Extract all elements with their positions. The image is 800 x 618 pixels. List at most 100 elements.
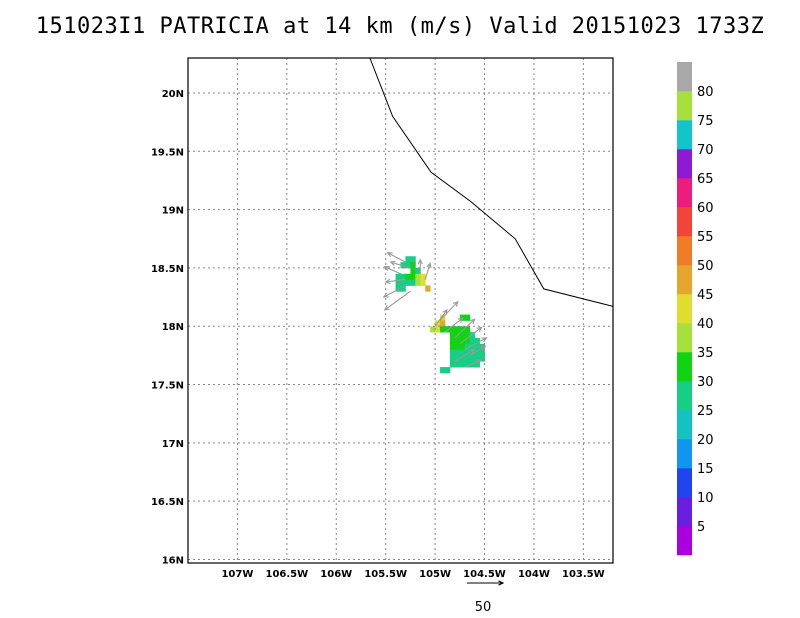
wind-vector [389, 260, 411, 269]
wind-speed-cell [459, 343, 466, 350]
colorbar-swatch [677, 207, 692, 237]
color-bar: 5 10 15 20 25 30 35 40 45 50 55 60 65 70 75 80 [677, 62, 714, 556]
wind-speed-cell [415, 273, 421, 280]
latitude-label: 20N [162, 89, 184, 100]
wind-speed-cell [400, 285, 406, 292]
colorbar-swatch [677, 352, 692, 382]
colorbar-swatch [677, 236, 692, 266]
wind-speed-cell [405, 256, 411, 263]
coastline-path [369, 57, 614, 307]
colorbar-swatch [677, 381, 692, 411]
longitude-label: 107W [221, 569, 253, 580]
wind-speed-cell [405, 279, 411, 286]
wind-speed-cell [454, 355, 461, 362]
wind-speed-cell [464, 337, 471, 345]
wind-vector [464, 337, 488, 351]
wind-speed-cell [474, 349, 480, 356]
latitude-label: 17.5N [151, 381, 184, 392]
wind-speed-cell [430, 326, 436, 333]
wind-vector [439, 300, 459, 321]
wind-vector [383, 290, 411, 311]
colorbar-label: 40 [697, 317, 714, 332]
wind-speed-field [395, 256, 485, 374]
wind-vector [424, 262, 432, 280]
colorbar-label: 70 [697, 143, 714, 158]
colorbar-label: 15 [697, 462, 714, 477]
wind-speed-cell [410, 273, 416, 280]
colorbar-swatch [677, 294, 692, 324]
longitude-label: 105.5W [364, 569, 407, 580]
wind-speed-cell [410, 256, 416, 263]
colorbar-label: 75 [697, 114, 714, 129]
colorbar-label: 25 [697, 404, 714, 419]
wind-speed-cell [449, 332, 456, 339]
colorbar-label: 45 [697, 288, 714, 303]
wind-vector [383, 266, 401, 275]
wind-speed-cell [420, 279, 426, 286]
latitude-label: 18.5N [151, 264, 184, 275]
wind-speed-cell [469, 355, 476, 362]
wind-speed-cell [469, 343, 476, 350]
wind-speed-cell [464, 355, 471, 362]
longitude-label: 105W [419, 569, 451, 580]
wind-speed-cell [474, 337, 480, 345]
wind-vector [464, 359, 482, 368]
colorbar-label: 80 [697, 85, 714, 100]
wind-speed-cell [449, 343, 456, 350]
wind-vectors [382, 252, 488, 368]
wind-speed-cell [425, 285, 431, 292]
wind-speed-cell [405, 273, 411, 280]
wind-speed-cell [469, 361, 476, 368]
colorbar-swatch [677, 526, 692, 556]
colorbar-label: 5 [697, 520, 705, 535]
wind-speed-cell [405, 262, 411, 269]
coastline [369, 57, 614, 307]
wind-speed-cell [410, 267, 416, 275]
wind-speed-cell [464, 314, 471, 321]
latitude-label: 17N [162, 439, 184, 450]
wind-speed-cell [400, 279, 406, 286]
colorbar-label: 60 [697, 201, 714, 216]
wind-speed-cell [449, 326, 456, 333]
wind-speed-cell [474, 343, 480, 350]
wind-speed-cell [459, 361, 466, 368]
wind-speed-cell [459, 355, 466, 362]
wind-speed-cell [454, 326, 461, 333]
reference-vector: 50 [467, 580, 505, 615]
colorbar-swatch [677, 468, 692, 498]
wind-speed-cell [410, 279, 416, 286]
wind-speed-cell [469, 332, 476, 339]
wind-speed-cell [479, 349, 485, 356]
wind-speed-cell [449, 337, 456, 345]
wind-speed-cell [400, 273, 406, 280]
wind-speed-cell [459, 337, 466, 345]
wind-speed-cell [449, 349, 456, 356]
wind-speed-cell [400, 262, 406, 269]
map-frame [187, 57, 614, 564]
colorbar-swatch [677, 91, 692, 121]
wind-speed-cell [435, 326, 441, 333]
wind-speed-cell [444, 367, 451, 374]
wind-speed-cell [435, 320, 441, 327]
wind-vector [444, 317, 464, 333]
longitude-label: 106W [320, 569, 352, 580]
wind-vector [386, 252, 406, 263]
wind-vector [417, 258, 423, 274]
colorbar-label: 50 [697, 259, 714, 274]
wind-vector [384, 278, 406, 285]
latitude-label: 16N [162, 556, 184, 567]
colorbar-label: 65 [697, 172, 714, 187]
latitude-label: 19N [162, 206, 184, 217]
wind-speed-cell [449, 361, 456, 368]
wind-speed-cell [410, 262, 416, 269]
wind-speed-cell [440, 367, 446, 374]
latitude-label: 19.5N [151, 147, 184, 158]
wind-vector [459, 326, 483, 345]
wind-speed-cell [469, 337, 476, 345]
colorbar-swatch [677, 120, 692, 150]
wind-speed-cell [440, 326, 446, 333]
colorbar-label: 55 [697, 230, 714, 245]
colorbar-label: 10 [697, 491, 714, 506]
colorbar-swatch [677, 497, 692, 527]
